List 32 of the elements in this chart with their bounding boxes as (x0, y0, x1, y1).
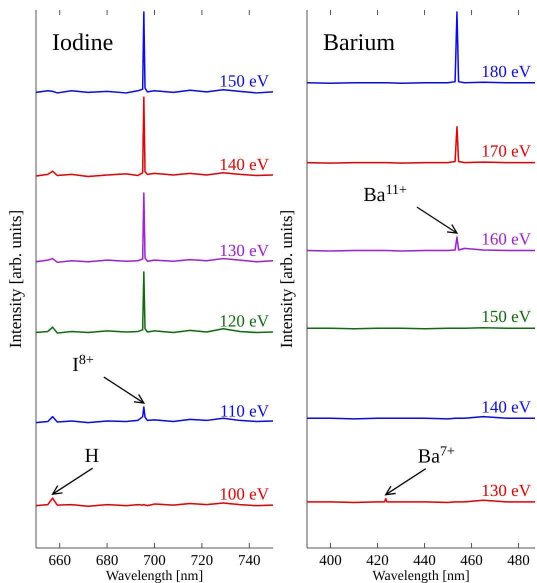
series-label: 130 eV (481, 480, 532, 500)
y-axis-title: Intensity [arb. units] (6, 210, 25, 348)
x-tick-label: 720 (190, 553, 214, 569)
series-label: 140 eV (481, 397, 532, 416)
text: Barium (323, 30, 396, 56)
x-tick-label: 740 (238, 553, 261, 569)
annotation: Ba$^{7+}$ (418, 444, 455, 468)
x-axis-title: Wavelength [nm] (372, 569, 470, 583)
annotation: I$^{8+}$ (72, 352, 94, 376)
x-tick-label: 420 (366, 553, 389, 569)
annotation: Ba$^{11+}$ (363, 182, 408, 206)
x-axis-title: Wavelength [nm] (106, 569, 204, 583)
x-tick-label: 660 (48, 553, 71, 569)
series-label: 160 eV (481, 230, 532, 249)
series-label: 120 eV (219, 312, 270, 331)
series-label: 110 eV (220, 402, 270, 421)
x-tick-label: 680 (96, 553, 118, 569)
annotation: H (84, 445, 100, 468)
x-tick-label: 700 (143, 553, 166, 569)
text: Iodine (52, 30, 114, 56)
y-axis-title: Intensity [arb. units] (277, 210, 296, 348)
x-tick-label: 460 (460, 553, 483, 569)
series-label: 150 eV (219, 71, 270, 90)
x-tick-label: 480 (507, 553, 530, 569)
x-tick-label: 400 (319, 553, 342, 569)
series-label: 150 eV (481, 307, 532, 326)
series-label: 180 eV (481, 62, 532, 81)
series-label: 130 eV (219, 240, 270, 260)
series-label: 100 eV (219, 484, 270, 504)
series-label: 140 eV (219, 155, 270, 174)
series-label: 170 eV (481, 142, 532, 161)
x-tick-label: 440 (413, 553, 436, 569)
